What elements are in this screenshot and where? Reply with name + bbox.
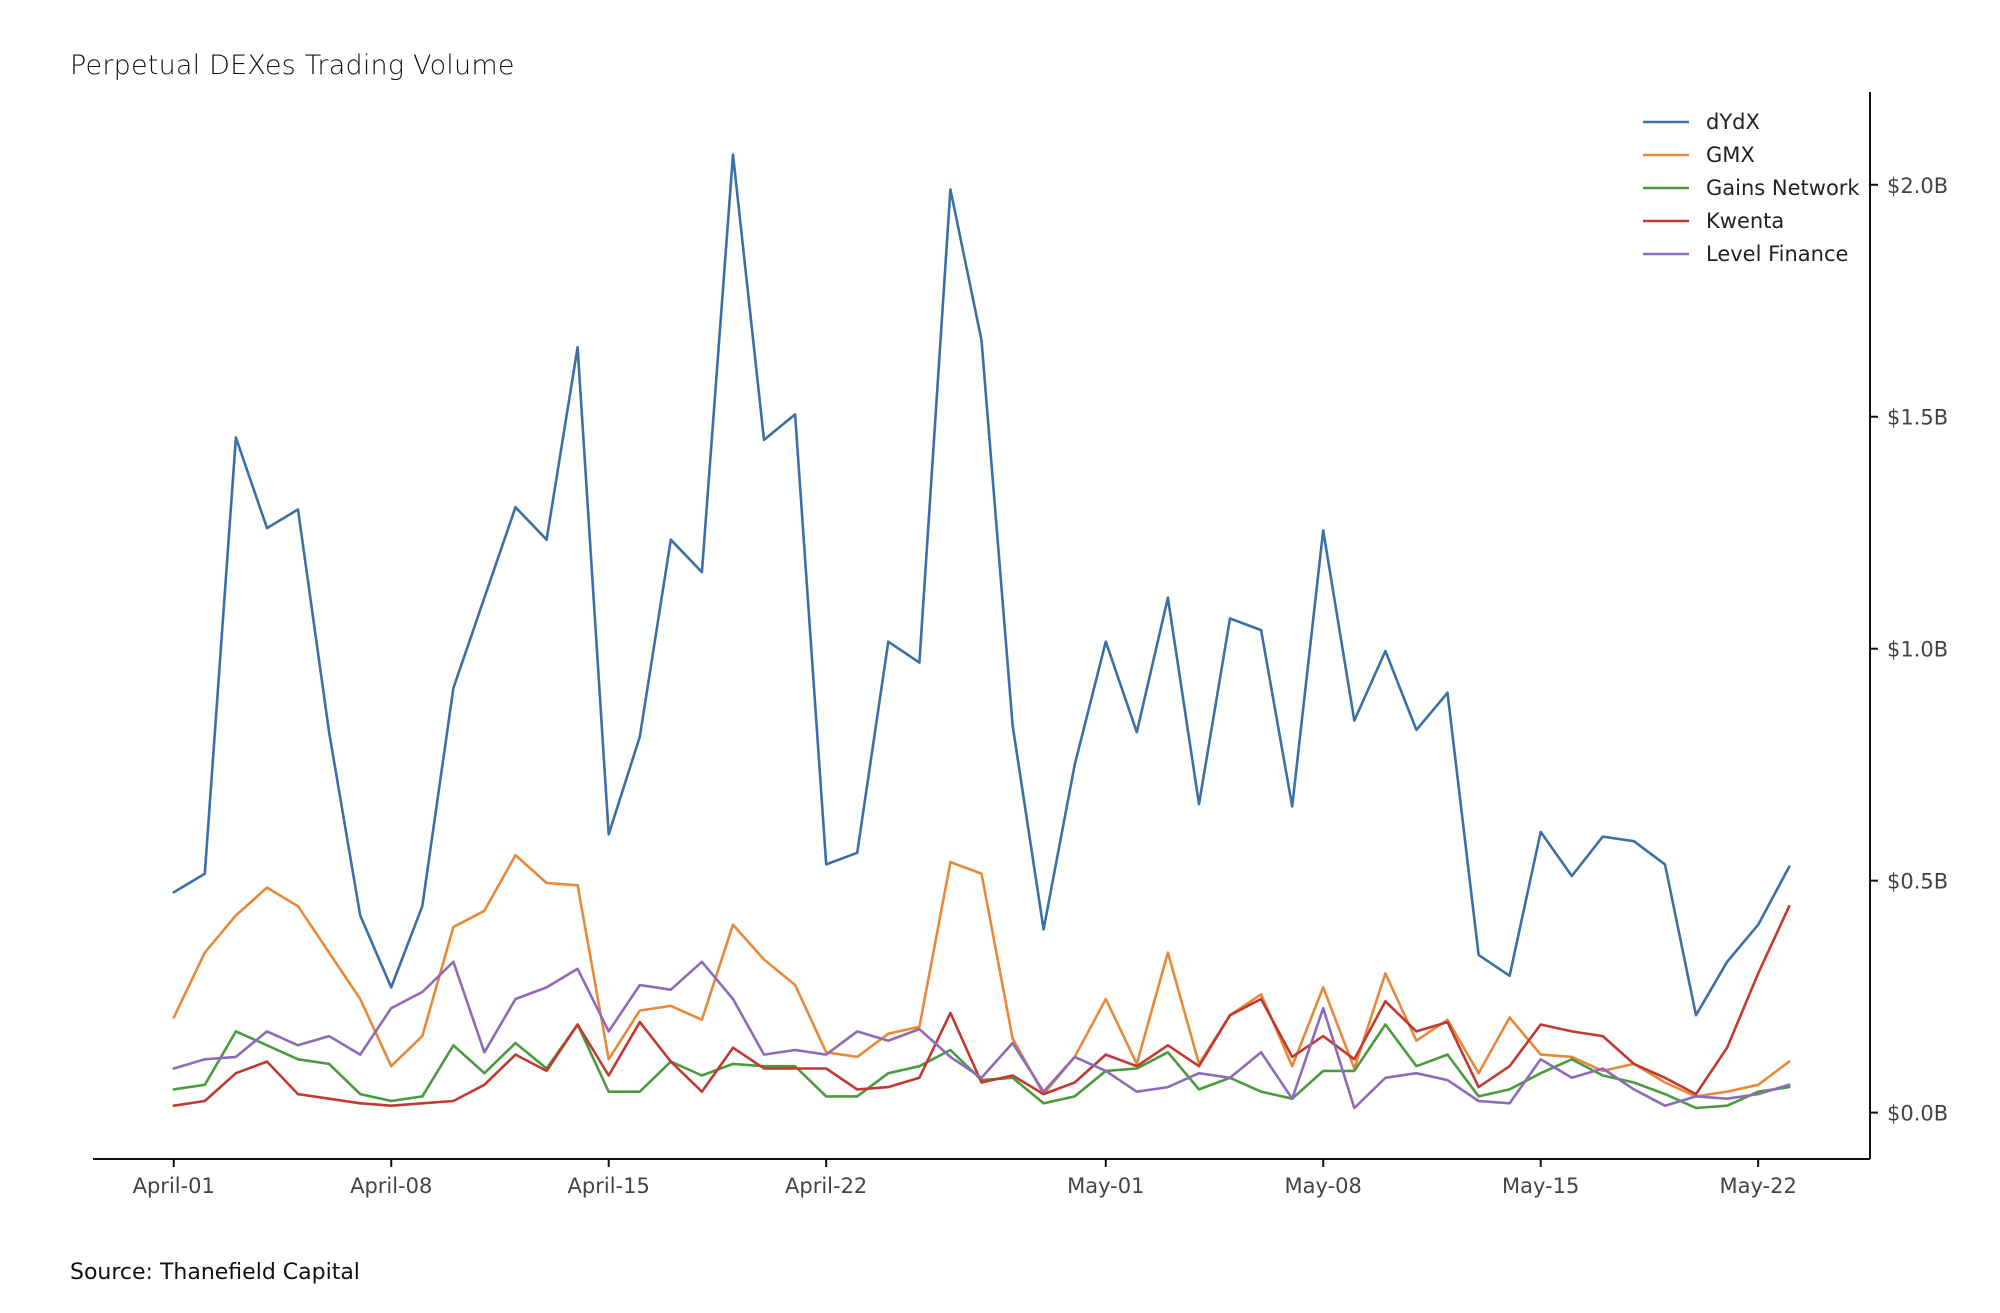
y-tick-label: $1.5B — [1887, 406, 1948, 430]
chart-title: Perpetual DEXes Trading Volume — [70, 50, 515, 81]
axes — [93, 92, 1871, 1160]
y-tick-label: $0.0B — [1887, 1102, 1948, 1126]
y-tick-label: $0.5B — [1887, 870, 1948, 894]
series-lines — [172, 153, 1791, 1110]
legend: dYdX GMX Gains Network Kwenta Level Finance — [1643, 110, 1860, 266]
series-line-level-finance — [172, 960, 1791, 1110]
series-line-gains-network — [172, 1023, 1791, 1110]
x-tick-label: April-01 — [133, 1174, 215, 1198]
series-line-gmx — [172, 853, 1791, 1098]
legend-label-gmx: GMX — [1706, 143, 1755, 167]
y-tick-label: $1.0B — [1887, 638, 1948, 662]
x-tick-label: May-15 — [1502, 1174, 1579, 1198]
x-tick-label: May-22 — [1719, 1174, 1796, 1198]
chart-source: Source: Thanefield Capital — [70, 1260, 360, 1285]
x-ticks: April-01 April-08 April-15 April-22 May-01 Ma… — [133, 1159, 1797, 1198]
legend-label-gains-network: Gains Network — [1706, 176, 1860, 200]
series-line-kwenta — [172, 904, 1791, 1107]
series-line-dydx — [172, 153, 1791, 1017]
x-tick-label: April-15 — [568, 1174, 650, 1198]
y-ticks: $0.0B $0.5B $1.0B $1.5B $2.0B — [1870, 174, 1948, 1126]
x-tick-label: May-01 — [1067, 1174, 1144, 1198]
legend-label-dydx: dYdX — [1706, 110, 1760, 134]
x-tick-label: May-08 — [1285, 1174, 1362, 1198]
x-tick-label: April-08 — [350, 1174, 432, 1198]
legend-label-kwenta: Kwenta — [1706, 209, 1784, 233]
y-tick-label: $2.0B — [1887, 174, 1948, 198]
legend-label-level-finance: Level Finance — [1706, 242, 1848, 266]
x-tick-label: April-22 — [785, 1174, 867, 1198]
